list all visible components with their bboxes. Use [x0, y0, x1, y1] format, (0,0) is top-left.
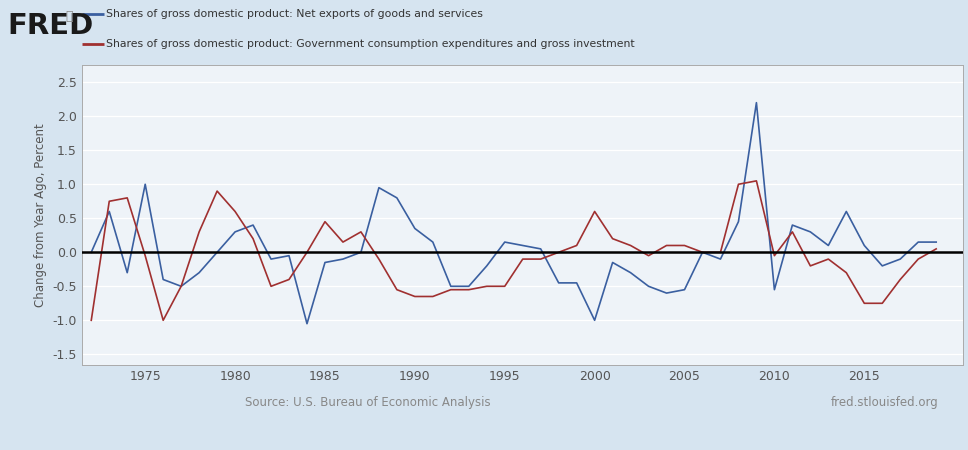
Text: FRED: FRED: [8, 12, 94, 40]
Y-axis label: Change from Year Ago, Percent: Change from Year Ago, Percent: [34, 123, 46, 307]
Text: fred.stlouisfed.org: fred.stlouisfed.org: [832, 396, 939, 410]
Text: Source: U.S. Bureau of Economic Analysis: Source: U.S. Bureau of Economic Analysis: [245, 396, 491, 410]
Text: Shares of gross domestic product: Government consumption expenditures and gross : Shares of gross domestic product: Govern…: [106, 39, 635, 50]
Text: 〜: 〜: [66, 10, 74, 23]
Text: Shares of gross domestic product: Net exports of goods and services: Shares of gross domestic product: Net ex…: [106, 9, 483, 19]
